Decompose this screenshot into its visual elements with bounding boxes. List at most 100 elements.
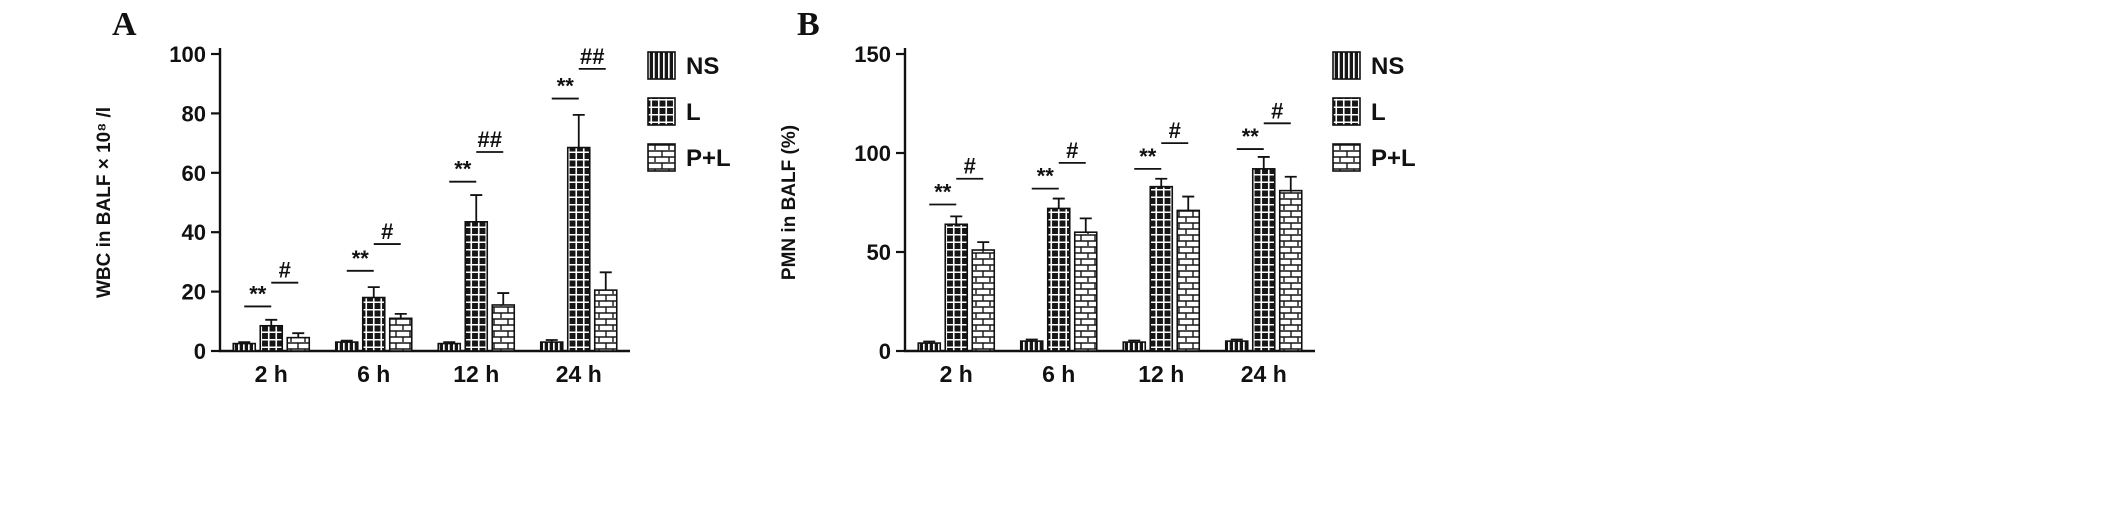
- significance-label: #: [1066, 138, 1078, 163]
- x-category-label: 6 h: [357, 361, 390, 387]
- legend-label-L: L: [1371, 99, 1386, 126]
- error-bar: [470, 194, 483, 222]
- error-bar: [1155, 177, 1168, 187]
- y-tick-label: 20: [182, 280, 206, 305]
- x-category-label: 12 h: [1138, 361, 1184, 387]
- bar-NS: [1122, 341, 1147, 352]
- y-tick-label: 100: [169, 42, 206, 67]
- chart-panel-A: 0 20 40 60 80 100 WBC in BALF × 10⁸ /l 2 h 6 h 12…: [94, 42, 731, 387]
- legend-swatch-NS: [1332, 51, 1361, 80]
- significance-label: **: [454, 157, 472, 182]
- error-bar: [977, 241, 990, 251]
- x-category-label: 12 h: [453, 361, 499, 387]
- significance-label: #: [1271, 98, 1283, 123]
- y-tick-label: 0: [879, 339, 891, 364]
- legend-swatch-L: [647, 97, 676, 126]
- bar-L: [361, 296, 386, 352]
- legend-swatch-P+L: [647, 143, 676, 172]
- bar-P+L: [1278, 189, 1303, 352]
- error-bar: [367, 286, 380, 298]
- error-bar: [1257, 156, 1270, 169]
- bar-L: [1149, 185, 1174, 352]
- panel-A: A 0 20 40 60 80 100 WBC in BALF × 10⁸ /l 2 h 6 h…: [70, 6, 830, 466]
- legend-swatch-NS: [647, 51, 676, 80]
- y-tick-label: 40: [182, 220, 206, 245]
- bar-NS: [232, 342, 257, 352]
- significance-label: **: [557, 74, 575, 99]
- y-tick-label: 50: [867, 240, 891, 265]
- bar-L: [259, 324, 284, 352]
- error-bar: [572, 113, 585, 148]
- significance-label: **: [1242, 124, 1260, 149]
- bar-P+L: [593, 289, 618, 352]
- bar-L: [1251, 168, 1276, 352]
- bar-P+L: [1073, 231, 1098, 352]
- significance-label: **: [352, 246, 370, 271]
- bar-P+L: [286, 336, 311, 352]
- legend-label-P+L: P+L: [1371, 145, 1416, 172]
- error-bar: [394, 312, 407, 319]
- bar-L: [944, 223, 969, 352]
- error-bar: [950, 215, 963, 225]
- legend-label-NS: NS: [686, 53, 719, 80]
- bar-P+L: [1176, 209, 1201, 352]
- error-bar: [340, 339, 353, 343]
- x-category-label: 2 h: [255, 361, 288, 387]
- y-axis-label: WBC in BALF × 10⁸ /l: [94, 107, 115, 298]
- error-bar: [599, 271, 612, 291]
- significance-label: ##: [580, 44, 604, 69]
- significance-label: #: [964, 154, 976, 179]
- bar-NS: [539, 341, 564, 352]
- x-category-label: 24 h: [1241, 361, 1287, 387]
- bar-NS: [1019, 340, 1044, 352]
- bar-NS: [917, 342, 942, 352]
- error-bar: [1052, 197, 1065, 209]
- legend-label-P+L: P+L: [686, 145, 731, 172]
- panel-label-A: A: [112, 6, 137, 43]
- error-bar: [1079, 217, 1092, 233]
- bar-NS: [437, 342, 462, 352]
- y-tick-label: 60: [182, 161, 206, 186]
- error-bar: [1284, 175, 1297, 191]
- significance-label: #: [279, 258, 291, 283]
- x-category-label: 24 h: [556, 361, 602, 387]
- bar-P+L: [971, 249, 996, 352]
- bar-NS: [1224, 340, 1249, 352]
- panel-label-B: B: [797, 6, 820, 43]
- legend-label-NS: NS: [1371, 53, 1404, 80]
- bar-NS: [334, 341, 359, 352]
- chart-panel-B: 0 50 100 150 PMN in BALF (%) 2 h 6 h 12 h 24 h **…: [779, 42, 1416, 387]
- error-bar: [443, 341, 456, 344]
- significance-label: **: [1139, 144, 1157, 169]
- significance-label: **: [249, 281, 267, 306]
- bar-L: [566, 146, 591, 352]
- error-bar: [265, 318, 278, 326]
- error-bar: [923, 340, 936, 344]
- error-bar: [545, 339, 558, 343]
- legend-swatch-P+L: [1332, 143, 1361, 172]
- y-axis-label: PMN in BALF (%): [779, 125, 800, 280]
- y-tick-label: 150: [854, 42, 891, 67]
- error-bar: [292, 332, 305, 338]
- error-bar: [238, 341, 251, 344]
- error-bar: [1128, 339, 1141, 343]
- error-bar: [1182, 195, 1195, 211]
- significance-label: #: [381, 219, 393, 244]
- error-bar: [1025, 338, 1038, 342]
- significance-label: **: [934, 179, 952, 204]
- legend-label-L: L: [686, 99, 701, 126]
- y-tick-label: 100: [854, 141, 891, 166]
- x-category-label: 2 h: [940, 361, 973, 387]
- legend-swatch-L: [1332, 97, 1361, 126]
- error-bar: [497, 292, 510, 305]
- significance-label: **: [1037, 164, 1055, 189]
- error-bar: [1230, 338, 1243, 342]
- bar-L: [1046, 207, 1071, 352]
- bar-P+L: [388, 317, 413, 352]
- y-tick-label: 80: [182, 101, 206, 126]
- panel-B: B 0 50 100 150 PMN in BALF (%) 2 h 6 h 12 h 24 h…: [755, 6, 1515, 466]
- bar-P+L: [491, 304, 516, 352]
- bar-L: [464, 221, 489, 352]
- significance-label: #: [1169, 118, 1181, 143]
